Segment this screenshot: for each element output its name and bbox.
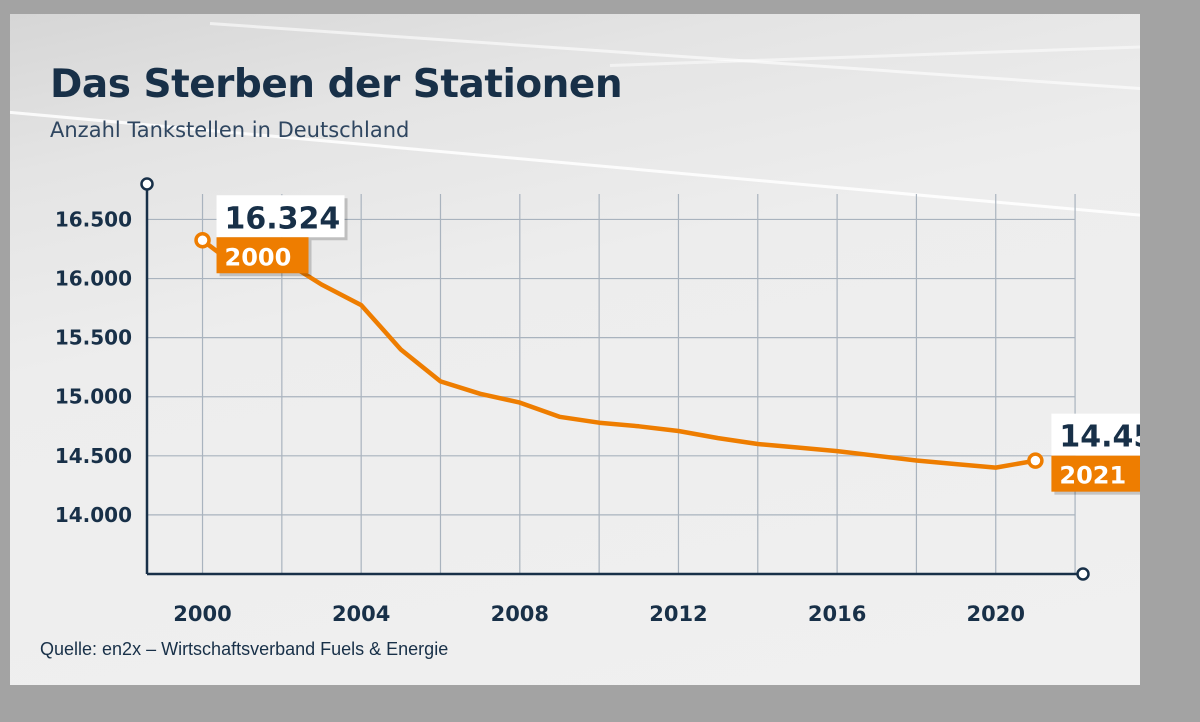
series-layer	[200, 238, 1038, 470]
series-line	[200, 238, 1038, 470]
callout-value-box	[1051, 413, 1140, 456]
line-chart: 14.000 14.500 15.000 15.500 16.000 16.500 2000…	[55, 177, 1140, 626]
callout-value-label: 14.459	[1059, 420, 1140, 455]
chart-title: Das Sterben der Stationen	[50, 62, 623, 107]
y-axis-end-cap	[140, 177, 154, 191]
data-point-marker	[194, 232, 211, 249]
callout-value-label: 16.324	[225, 201, 341, 236]
x-tick-label: 2000	[173, 602, 231, 626]
callout-2021: 14.459 2021	[1027, 413, 1140, 495]
x-tick-label: 2008	[491, 602, 549, 626]
x-tick-label: 2016	[808, 602, 866, 626]
y-tick-label: 16.000	[55, 267, 132, 291]
callout-value-box	[216, 195, 345, 238]
y-tick-label: 14.500	[55, 444, 132, 468]
y-tick-label: 15.000	[55, 385, 132, 409]
callout-year-label: 2000	[225, 243, 292, 271]
annotation-layer: 16.324 2000 14.459 2021	[194, 195, 1140, 495]
y-tick-label: 14.000	[55, 503, 132, 527]
x-tick-label: 2012	[649, 602, 707, 626]
callout-year-box	[216, 237, 309, 274]
tick-layer: 14.000 14.500 15.000 15.500 16.000 16.500 2000…	[55, 207, 1025, 626]
y-tick-label: 16.500	[55, 207, 132, 231]
x-tick-label: 2020	[967, 602, 1025, 626]
x-tick-label: 2004	[332, 602, 390, 626]
callout-year-box	[1051, 455, 1140, 492]
x-axis-end-cap	[1076, 567, 1090, 581]
chart-subtitle: Anzahl Tankstellen in Deutschland	[50, 118, 410, 142]
chart-source: Quelle: en2x – Wirtschaftsverband Fuels …	[40, 639, 449, 659]
axis-layer	[140, 177, 1090, 581]
grid-layer	[147, 194, 1076, 574]
callout-2000: 16.324 2000	[194, 195, 348, 277]
data-point-marker	[1027, 452, 1044, 469]
chart-card: Das Sterben der Stationen Anzahl Tankste…	[10, 14, 1140, 685]
callout-year-label: 2021	[1059, 462, 1126, 490]
y-tick-label: 15.500	[55, 326, 132, 350]
